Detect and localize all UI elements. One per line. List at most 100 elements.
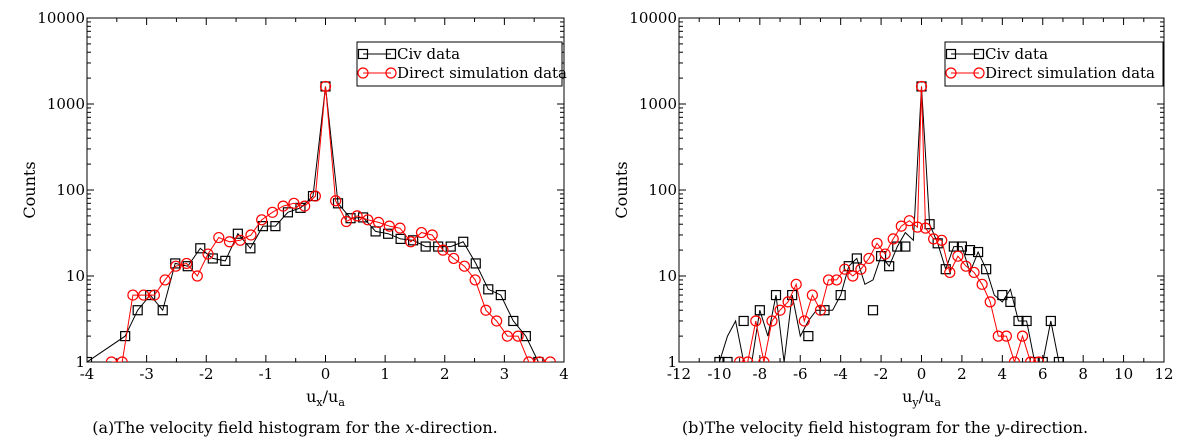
b-data-point	[835, 289, 846, 301]
b-data-point	[944, 266, 956, 279]
b-data-point	[754, 305, 765, 316]
caption-b-var: y	[995, 418, 1005, 437]
a-data-point	[245, 243, 256, 254]
histogram-y-chart: -12 -10 -8 -6 -4 -2 0 2 4 6 8 10 12 1 10 100 1000 10000 Co…	[612, 9, 1174, 409]
a-y-tick-label: 10000	[37, 9, 85, 27]
b-data-point	[948, 241, 959, 252]
a-x-tick-label: 3	[500, 365, 510, 383]
b-data-point	[915, 80, 928, 93]
a-series-line	[87, 86, 539, 362]
a-series-direct	[105, 80, 556, 362]
b-data-point	[806, 289, 818, 301]
a-data-point	[288, 197, 300, 209]
b-data-point	[1033, 356, 1045, 362]
a-data-point	[257, 221, 268, 232]
b-legend-marker	[945, 48, 957, 60]
a-data-point	[495, 289, 506, 301]
b-data-point	[887, 233, 899, 245]
a-legend-marker	[357, 48, 369, 60]
b-data-point	[714, 356, 725, 362]
b-data-point	[770, 289, 782, 301]
b-data-point	[1000, 330, 1012, 342]
b-y-tick-label: 1	[667, 353, 677, 371]
a-x-tick-label: 0	[321, 365, 331, 383]
a-data-point	[458, 236, 469, 247]
a-data-point	[116, 356, 128, 362]
a-y-axis-label: Counts	[20, 161, 39, 218]
a-data-point	[523, 356, 535, 362]
b-data-point	[839, 263, 851, 275]
b-x-axis-label: uy/ua	[902, 387, 941, 409]
a-legend-marker	[357, 67, 369, 79]
b-data-point	[750, 315, 762, 327]
b-x-tick-label: 12	[1154, 365, 1173, 383]
b-data-point	[831, 274, 843, 286]
a-data-point	[330, 195, 342, 207]
a-x-tick-label: -4	[80, 365, 95, 383]
a-data-point	[202, 248, 214, 260]
b-data-point	[1025, 356, 1037, 362]
a-series-civ	[87, 81, 544, 362]
b-data-point	[968, 266, 980, 279]
b-data-point	[976, 278, 988, 290]
b-x-tick-label: 6	[1038, 365, 1048, 383]
a-legend-marker	[385, 67, 397, 79]
b-series-line	[739, 86, 1039, 362]
a-legend-marker	[385, 48, 397, 60]
b-y-tick-label: 10	[658, 267, 677, 285]
b-data-point	[766, 315, 778, 327]
chart-panel-a: -4 -3 -2 -1 0 1 2 3 4 1 10 100 1000 10000 Counts ux/ua C…	[20, 9, 569, 437]
b-data-point	[1016, 330, 1029, 342]
b-x-tick-label: 0	[917, 365, 927, 383]
b-data-point	[964, 245, 976, 256]
b-series-civ	[711, 81, 1065, 362]
a-data-point	[345, 213, 356, 224]
b-data-point	[722, 356, 733, 362]
a-data-point	[132, 305, 143, 316]
a-data-point	[520, 331, 531, 342]
b-data-point	[879, 248, 891, 260]
b-legend-label: Direct simulation data	[985, 64, 1155, 82]
a-data-point	[234, 234, 246, 246]
b-data-point	[734, 356, 746, 362]
a-data-point	[319, 80, 332, 93]
b-data-point	[871, 237, 883, 249]
a-data-point	[332, 198, 344, 209]
a-data-point	[148, 289, 160, 301]
b-data-point	[847, 270, 859, 282]
b-data-point	[903, 215, 915, 227]
a-data-point	[362, 214, 374, 226]
b-x-tick-label: 2	[957, 365, 967, 383]
b-x-tick-label: -10	[707, 365, 731, 383]
b-data-point	[960, 260, 972, 272]
a-legend-label: Civ data	[397, 45, 460, 63]
a-data-point	[480, 304, 492, 316]
a-data-point	[483, 284, 494, 295]
b-x-tick-label: -12	[667, 365, 691, 383]
b-data-point	[956, 241, 968, 252]
b-data-point	[814, 304, 827, 316]
b-y-tick-label: 1000	[639, 95, 677, 113]
a-data-point	[512, 330, 524, 342]
b-data-point	[774, 304, 786, 316]
b-legend-label: Civ data	[985, 45, 1048, 63]
b-x-tick-label: 8	[1078, 365, 1088, 383]
a-data-point	[170, 260, 182, 272]
b-data-point	[992, 330, 1004, 342]
a-data-point	[138, 289, 150, 301]
b-x-tick-label: 10	[1114, 365, 1133, 383]
a-data-point	[299, 200, 311, 212]
b-data-point	[798, 315, 810, 327]
b-data-point	[1021, 315, 1032, 327]
b-data-point	[867, 305, 879, 316]
chart-panel-b: -12 -10 -8 -6 -4 -2 0 2 4 6 8 10 12 1 10 100 1000 10000 Co…	[590, 0, 1180, 441]
b-data-point	[822, 274, 835, 286]
b-data-point	[972, 246, 984, 258]
b-legend-marker	[973, 67, 985, 79]
a-data-point	[533, 356, 546, 362]
a-x-axis-label: ux/ua	[306, 387, 345, 409]
a-data-point	[105, 356, 118, 362]
b-y-tick-label: 100	[648, 181, 677, 199]
b-data-point	[997, 289, 1008, 301]
b-data-point	[884, 261, 895, 272]
